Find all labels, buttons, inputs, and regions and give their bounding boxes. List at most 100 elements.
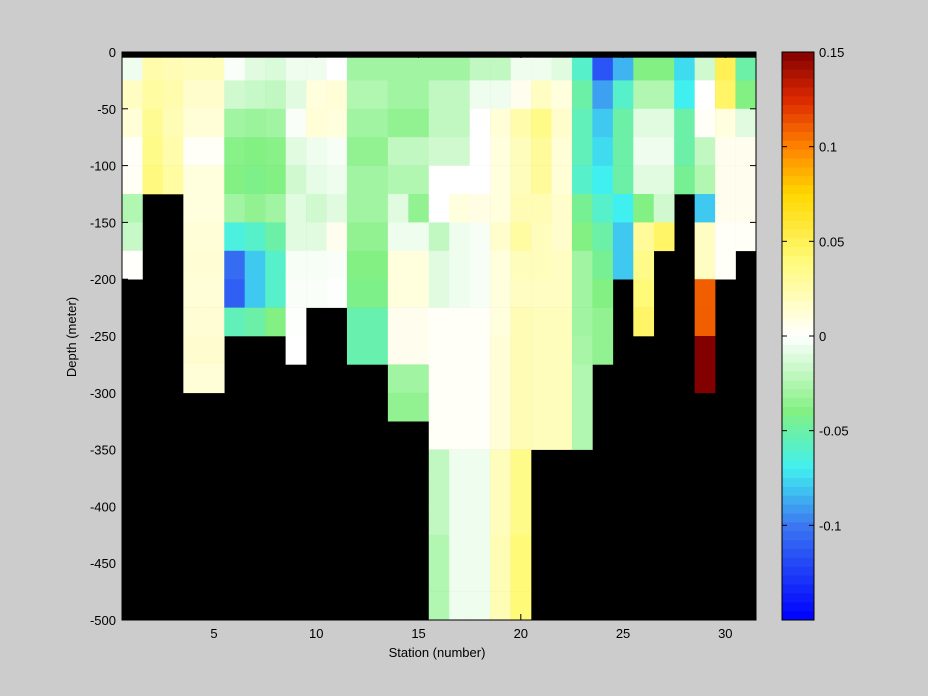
- heatmap-cell: [265, 279, 286, 308]
- colorbar-band: [782, 194, 814, 204]
- heatmap-cell: [285, 222, 307, 252]
- colorbar-band: [782, 327, 814, 337]
- heatmap-cell: [449, 165, 470, 195]
- heatmap-cell: [531, 421, 552, 450]
- heatmap-cell: [592, 250, 614, 280]
- heatmap-cell: [571, 307, 593, 337]
- heatmap-cell: [490, 449, 511, 479]
- heatmap-cell: [449, 222, 470, 252]
- heatmap-cell: [203, 194, 225, 223]
- heatmap-cell: [715, 108, 736, 138]
- heatmap-cell: [490, 392, 511, 422]
- heatmap-cell: [449, 563, 470, 592]
- colorbar-band: [782, 398, 814, 408]
- heatmap-cell: [408, 222, 430, 252]
- heatmap-cell: [449, 137, 470, 166]
- heatmap-cell: [408, 80, 430, 110]
- heatmap-cell: [633, 80, 655, 110]
- heatmap-cell: [531, 108, 552, 138]
- colorbar-band: [782, 78, 814, 88]
- heatmap-cell: [265, 80, 286, 110]
- heatmap-cell: [510, 307, 532, 337]
- colorbar-band: [782, 557, 814, 568]
- heatmap-cell: [694, 307, 716, 337]
- y-tick-label: -150: [90, 215, 116, 230]
- heatmap-cell: [408, 279, 430, 308]
- colorbar-tick-label: 0.05: [819, 234, 844, 249]
- heatmap-cell: [592, 57, 614, 81]
- heatmap-cell: [633, 108, 655, 138]
- heatmap-cell: [244, 279, 266, 308]
- heatmap-cell: [612, 250, 634, 280]
- heatmap-cell: [428, 591, 450, 621]
- heatmap-cell: [326, 57, 348, 81]
- heatmap-cell: [162, 165, 184, 195]
- colorbar-band: [782, 433, 814, 443]
- heatmap-cell: [551, 137, 573, 166]
- colorbar-band: [782, 202, 814, 213]
- heatmap-cell: [612, 194, 634, 223]
- heatmap-cell: [387, 137, 409, 166]
- heatmap-cell: [224, 165, 246, 195]
- colorbar-band: [782, 451, 814, 461]
- heatmap-cell: [203, 364, 225, 394]
- colorbar-band: [782, 123, 814, 133]
- heatmap-cell: [183, 108, 205, 138]
- heatmap-cell: [633, 222, 655, 252]
- heatmap-cell: [735, 57, 757, 81]
- heatmap-cell: [142, 165, 164, 195]
- heatmap-cell: [694, 194, 716, 223]
- heatmap-cell: [694, 80, 716, 110]
- colorbar-band: [782, 389, 814, 399]
- heatmap-cell: [571, 279, 593, 308]
- heatmap-cell: [694, 364, 716, 394]
- heatmap-cell: [469, 591, 491, 621]
- heatmap-cell: [694, 279, 716, 308]
- heatmap-cell: [510, 478, 532, 507]
- heatmap-cell: [694, 137, 716, 166]
- heatmap-cell: [387, 194, 409, 223]
- y-tick-label: -350: [90, 443, 116, 458]
- heatmap-cell: [551, 57, 573, 81]
- heatmap-cell: [490, 279, 511, 308]
- heatmap-cell: [510, 222, 532, 252]
- colorbar-band: [782, 69, 814, 80]
- heatmap-cell: [285, 336, 307, 365]
- heatmap-cell: [551, 421, 573, 450]
- heatmap-cell: [735, 108, 757, 138]
- heatmap-cell: [510, 108, 532, 138]
- heatmap-cell: [428, 250, 450, 280]
- heatmap-cell: [122, 137, 143, 166]
- colorbar-band: [782, 158, 814, 168]
- heatmap-cell: [428, 222, 450, 252]
- x-axis: 5 10 15 20 25 30: [210, 52, 733, 641]
- heatmap-cell: [469, 137, 491, 166]
- colorbar-band: [782, 362, 814, 372]
- heatmap-cell: [285, 80, 307, 110]
- heatmap-cell: [244, 222, 266, 252]
- colorbar-band: [782, 220, 814, 230]
- heatmap-cell: [285, 250, 307, 280]
- heatmap-cell: [490, 534, 511, 564]
- heatmap-cell: [428, 165, 450, 195]
- colorbar: -0.1 -0.05 0 0.05 0.1 0.15: [781, 45, 849, 621]
- heatmap-cell: [531, 364, 552, 394]
- heatmap-cell: [469, 336, 491, 365]
- heatmap-cell: [183, 222, 205, 252]
- heatmap-cell: [449, 478, 470, 507]
- colorbar-band: [782, 531, 814, 541]
- heatmap-cell: [408, 108, 430, 138]
- x-tick-label: 15: [411, 626, 425, 641]
- heatmap-cell: [224, 80, 246, 110]
- heatmap-cell: [490, 506, 511, 536]
- heatmap-cell: [592, 222, 614, 252]
- heatmap-cell: [244, 57, 266, 81]
- colorbar-band: [782, 300, 814, 310]
- colorbar-band: [782, 504, 814, 514]
- x-tick-label: 20: [514, 626, 528, 641]
- heatmap-cell: [490, 108, 511, 138]
- heatmap-cell: [306, 57, 327, 81]
- colorbar-band: [782, 344, 814, 355]
- heatmap-cell: [306, 194, 327, 223]
- heatmap-cell: [531, 80, 552, 110]
